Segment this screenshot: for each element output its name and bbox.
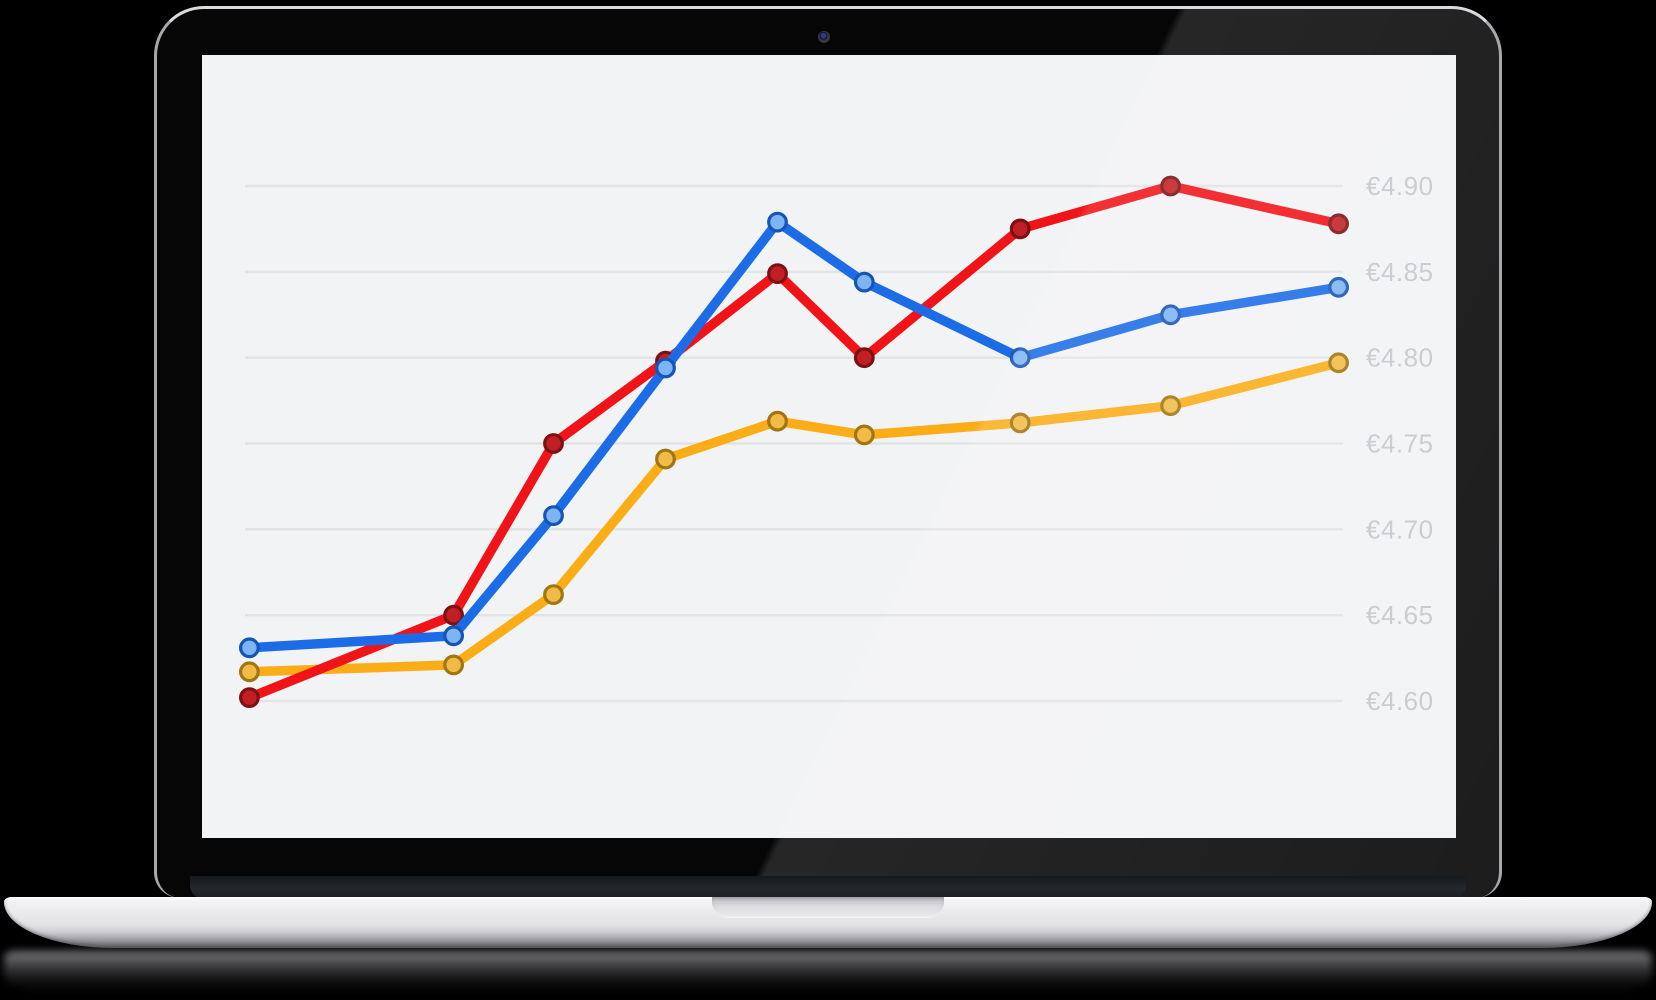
series-yellow bbox=[239, 352, 1349, 683]
data-point-red bbox=[239, 687, 260, 708]
data-point-red bbox=[443, 604, 465, 626]
y-axis-labels: €4.90 €4.85 €4.80 €4.75 €4.70 €4.65 €4.60 bbox=[1366, 171, 1434, 716]
base-notch bbox=[712, 897, 944, 918]
y-tick-label: €4.60 bbox=[1366, 686, 1434, 716]
data-point-yellow bbox=[1328, 352, 1349, 374]
data-point-yellow bbox=[443, 654, 465, 676]
data-point-blue bbox=[1160, 304, 1181, 326]
data-point-red bbox=[1160, 175, 1181, 197]
y-tick-label: €4.65 bbox=[1366, 600, 1434, 630]
data-point-blue bbox=[1328, 276, 1349, 298]
chart-background bbox=[202, 55, 1456, 838]
data-point-red bbox=[767, 263, 788, 285]
data-point-blue bbox=[853, 271, 875, 293]
data-point-yellow bbox=[1009, 412, 1031, 434]
y-tick-label: €4.90 bbox=[1366, 171, 1434, 201]
data-point-yellow bbox=[239, 661, 260, 683]
data-point-blue bbox=[239, 637, 260, 659]
floor-reflection bbox=[4, 951, 1652, 995]
data-point-yellow bbox=[543, 584, 564, 605]
series-blue bbox=[239, 211, 1349, 659]
series-red bbox=[239, 175, 1349, 708]
data-point-blue bbox=[655, 357, 676, 379]
screen-content: €4.90 €4.85 €4.80 €4.75 €4.70 €4.65 €4.60 bbox=[202, 55, 1456, 838]
data-point-blue bbox=[443, 625, 465, 647]
data-point-yellow bbox=[655, 448, 676, 470]
data-point-yellow bbox=[767, 410, 788, 432]
data-point-red bbox=[543, 433, 564, 454]
price-line-chart: €4.90 €4.85 €4.80 €4.75 €4.70 €4.65 €4.60 bbox=[202, 55, 1456, 838]
data-point-red bbox=[853, 347, 875, 369]
gridlines bbox=[245, 184, 1343, 703]
y-tick-label: €4.75 bbox=[1366, 429, 1434, 459]
data-point-yellow bbox=[1160, 395, 1181, 417]
laptop-base bbox=[4, 897, 1652, 948]
data-point-blue bbox=[1009, 347, 1031, 369]
y-tick-label: €4.70 bbox=[1366, 514, 1434, 544]
data-point-yellow bbox=[853, 424, 875, 446]
data-point-blue bbox=[543, 505, 564, 527]
data-point-red bbox=[1009, 218, 1031, 240]
laptop-hinge bbox=[190, 876, 1466, 899]
data-point-blue bbox=[767, 211, 788, 233]
laptop-screen-bezel: €4.90 €4.85 €4.80 €4.75 €4.70 €4.65 €4.60 bbox=[154, 6, 1502, 898]
y-tick-label: €4.80 bbox=[1366, 343, 1434, 373]
webcam bbox=[818, 31, 830, 43]
data-point-red bbox=[1328, 213, 1349, 235]
y-tick-label: €4.85 bbox=[1366, 257, 1434, 287]
